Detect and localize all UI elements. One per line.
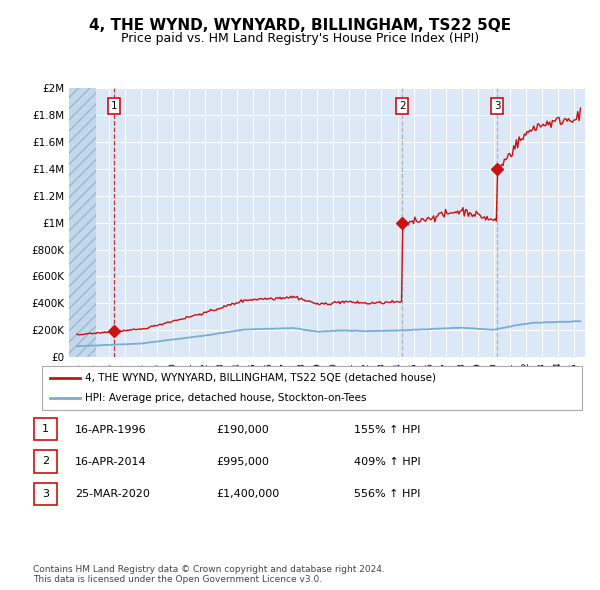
Text: £1,400,000: £1,400,000 <box>216 490 279 499</box>
Text: 16-APR-1996: 16-APR-1996 <box>75 425 146 434</box>
Text: 16-APR-2014: 16-APR-2014 <box>75 457 146 467</box>
Text: 1: 1 <box>110 101 117 111</box>
Text: 4, THE WYND, WYNYARD, BILLINGHAM, TS22 5QE: 4, THE WYND, WYNYARD, BILLINGHAM, TS22 5… <box>89 18 511 32</box>
Text: £995,000: £995,000 <box>216 457 269 467</box>
FancyBboxPatch shape <box>34 483 57 505</box>
Text: 1: 1 <box>42 424 49 434</box>
Text: HPI: Average price, detached house, Stockton-on-Tees: HPI: Average price, detached house, Stoc… <box>85 393 367 403</box>
Text: Contains HM Land Registry data © Crown copyright and database right 2024.
This d: Contains HM Land Registry data © Crown c… <box>33 565 385 584</box>
Bar <box>69 88 96 357</box>
FancyBboxPatch shape <box>34 450 57 473</box>
Text: 409% ↑ HPI: 409% ↑ HPI <box>354 457 421 467</box>
Text: 556% ↑ HPI: 556% ↑ HPI <box>354 490 421 499</box>
Text: 2: 2 <box>42 457 49 466</box>
Text: 2: 2 <box>399 101 406 111</box>
FancyBboxPatch shape <box>42 366 582 410</box>
Text: Price paid vs. HM Land Registry's House Price Index (HPI): Price paid vs. HM Land Registry's House … <box>121 32 479 45</box>
Text: £190,000: £190,000 <box>216 425 269 434</box>
Text: 3: 3 <box>42 489 49 499</box>
Text: 3: 3 <box>494 101 500 111</box>
FancyBboxPatch shape <box>34 418 57 440</box>
Text: 4, THE WYND, WYNYARD, BILLINGHAM, TS22 5QE (detached house): 4, THE WYND, WYNYARD, BILLINGHAM, TS22 5… <box>85 373 436 383</box>
Text: 155% ↑ HPI: 155% ↑ HPI <box>354 425 421 434</box>
Text: 25-MAR-2020: 25-MAR-2020 <box>75 490 150 499</box>
